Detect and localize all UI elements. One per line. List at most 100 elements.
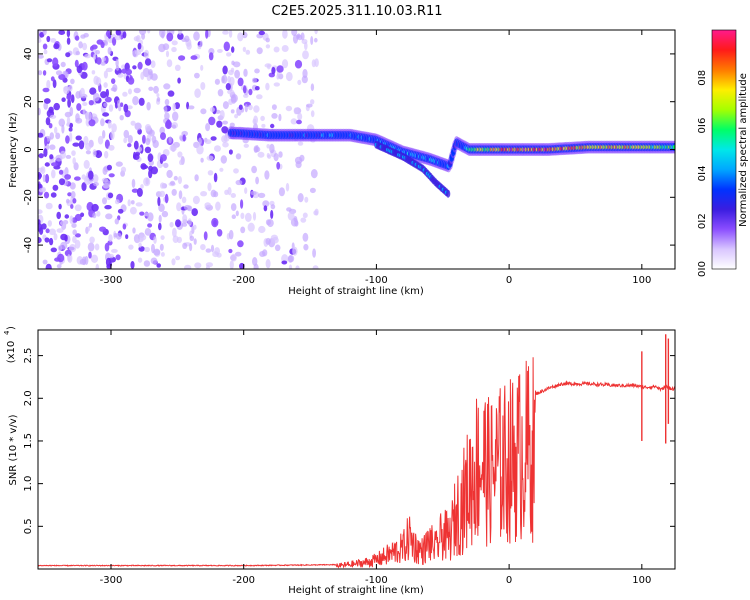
noise-blob	[38, 70, 43, 76]
noise-blob	[66, 94, 73, 100]
noise-blob	[270, 209, 274, 219]
noise-blob	[89, 87, 97, 95]
noise-blob	[74, 233, 81, 238]
noise-blob	[181, 130, 188, 137]
noise-blob	[265, 219, 271, 226]
snr-scale-label: (x10 4 )	[3, 326, 17, 363]
snr-x-axis: -300 -200 -100 0 100	[100, 330, 651, 586]
noise-blob	[306, 103, 313, 108]
noise-blob	[125, 234, 129, 240]
noise-blob	[211, 217, 219, 228]
noise-blob	[108, 234, 113, 243]
noise-blob	[242, 46, 247, 53]
noise-blob	[135, 202, 143, 207]
noise-blob	[245, 49, 251, 55]
noise-blob	[38, 172, 42, 180]
noise-blob	[46, 35, 51, 43]
noise-blob	[163, 162, 169, 169]
noise-blob	[138, 97, 145, 106]
noise-blob	[164, 98, 170, 106]
noise-blob	[44, 136, 48, 147]
noise-blob	[53, 43, 60, 50]
noise-blob	[148, 169, 153, 179]
noise-blob	[258, 225, 266, 234]
noise-blob	[92, 174, 99, 183]
noise-blob	[72, 142, 80, 147]
noise-blob	[166, 119, 171, 129]
noise-blob	[115, 30, 122, 36]
noise-blob	[309, 187, 316, 194]
snr-scale-prefix: (x10	[6, 341, 17, 364]
noise-blob	[86, 111, 92, 121]
noise-blob	[216, 120, 223, 128]
noise-blob	[107, 120, 112, 129]
noise-blob	[131, 188, 139, 193]
noise-blob	[288, 264, 293, 269]
noise-blob	[159, 190, 166, 198]
noise-blob	[244, 104, 248, 113]
noise-blob	[221, 126, 229, 134]
noise-blob	[68, 84, 73, 92]
noise-blob	[238, 104, 243, 110]
noise-blob	[225, 83, 231, 91]
noise-blob	[115, 232, 122, 240]
noise-blob	[147, 212, 154, 222]
noise-blob	[122, 31, 127, 39]
noise-blob	[237, 77, 244, 87]
noise-blob	[163, 83, 171, 90]
noise-blob	[294, 59, 303, 69]
noise-blob	[44, 173, 50, 184]
noise-blob	[250, 190, 257, 196]
noise-blob	[285, 71, 293, 82]
noise-blob	[71, 150, 76, 157]
noise-blob	[42, 70, 47, 76]
noise-blob	[292, 34, 299, 44]
noise-blob	[132, 96, 139, 106]
noise-blob	[261, 123, 266, 128]
noise-blob	[206, 155, 214, 161]
noise-blob	[89, 222, 92, 228]
noise-blob	[74, 35, 80, 41]
noise-blob	[53, 233, 58, 241]
noise-blob	[123, 129, 130, 139]
noise-blob	[140, 184, 144, 189]
noise-blob	[108, 173, 115, 178]
noise-blob	[60, 220, 67, 226]
noise-blob	[127, 77, 135, 85]
noise-blob	[303, 243, 309, 251]
noise-blob	[253, 146, 261, 153]
spectrogram-x-label: Height of straight line (km)	[288, 286, 424, 297]
noise-blob	[183, 204, 192, 211]
noise-blob	[143, 49, 150, 59]
noise-blob	[56, 264, 62, 269]
noise-blob	[128, 88, 132, 95]
noise-blob	[146, 101, 151, 111]
noise-blob	[302, 212, 308, 219]
noise-blob	[140, 71, 145, 80]
noise-blob	[188, 105, 195, 110]
noise-blob	[276, 161, 281, 170]
trace-core	[672, 144, 675, 150]
noise-blob	[234, 114, 239, 119]
noise-blob	[255, 94, 263, 100]
noise-blob	[302, 232, 309, 242]
colorbar-ticks: 0.0 0.2 0.4 0.6 0.8	[697, 70, 708, 277]
noise-blob	[172, 227, 177, 238]
noise-blob	[103, 70, 108, 79]
x-tick-label: 100	[632, 575, 651, 586]
noise-blob	[189, 235, 195, 241]
noise-blob	[117, 208, 124, 214]
noise-blob	[50, 247, 57, 253]
noise-blob	[270, 123, 275, 129]
noise-blob	[85, 143, 92, 151]
noise-blob	[169, 144, 177, 152]
noise-blob	[100, 41, 105, 49]
noise-blob	[273, 46, 280, 53]
noise-blob	[248, 88, 253, 96]
noise-blob	[164, 193, 169, 204]
colorbar-label: Normalized spectral amplitude	[738, 73, 749, 227]
noise-blob	[228, 248, 233, 254]
noise-blob	[38, 222, 43, 232]
noise-blob	[79, 258, 86, 265]
noise-blob	[38, 132, 44, 138]
